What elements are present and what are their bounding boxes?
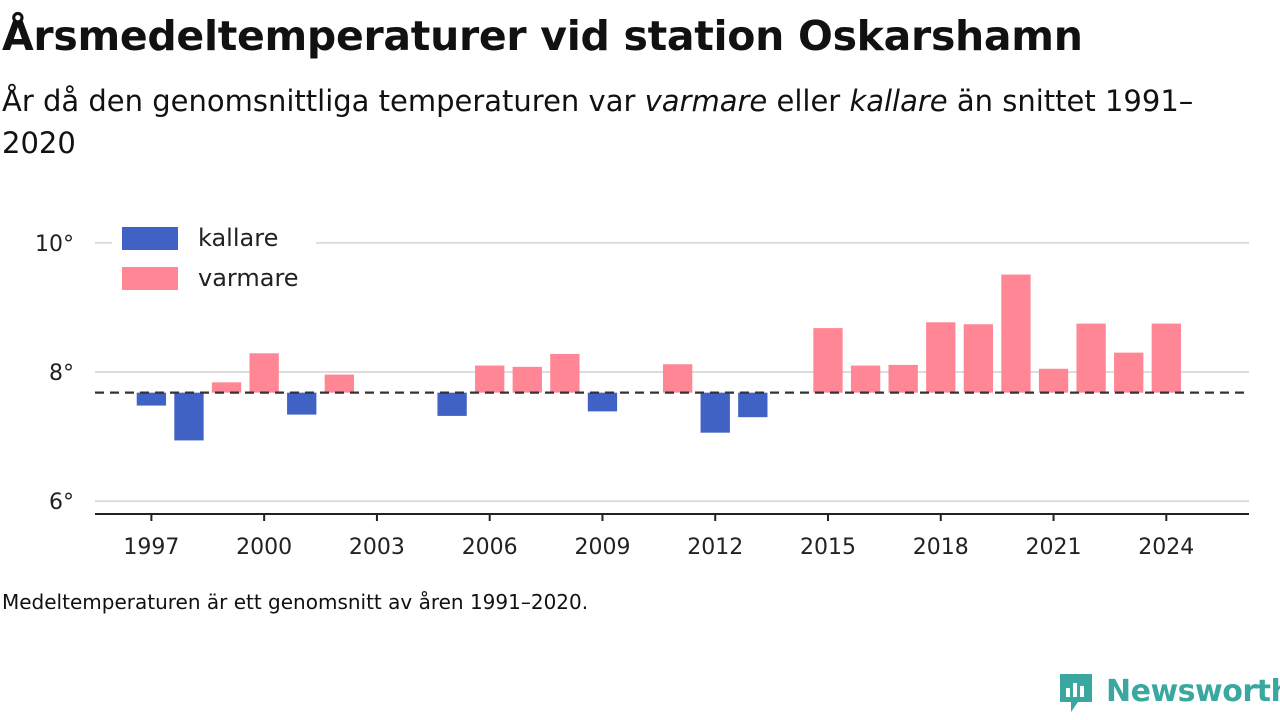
bar-colder	[174, 392, 204, 441]
bar-colder	[136, 392, 167, 406]
bar-warmer	[850, 365, 881, 393]
y-tick-label: 6°	[49, 490, 74, 515]
bar-warmer	[324, 374, 354, 393]
bar-warmer	[475, 365, 505, 393]
x-tick-label: 2021	[1026, 535, 1082, 560]
subtitle-colder-word: kallare	[849, 84, 948, 118]
bar-colder	[287, 392, 317, 415]
bar-warmer	[550, 353, 580, 393]
legend-label-colder: kallare	[198, 224, 278, 252]
y-tick-label: 8°	[49, 361, 74, 386]
newsworthy-brand: Newsworthy	[1058, 672, 1280, 716]
x-tick-label: 2015	[800, 535, 856, 560]
bar-colder	[587, 392, 618, 412]
bar-warmer	[249, 353, 279, 393]
bar-warmer	[1001, 274, 1031, 393]
subtitle-part-2: eller	[767, 84, 850, 118]
legend-label-warmer: varmare	[198, 264, 299, 292]
bar-warmer	[926, 322, 956, 393]
bar-colder	[437, 392, 467, 416]
bar-warmer	[211, 382, 242, 393]
temperature-bar-chart: 6° 8° 10° 1997 2000 2003 2006 2009 2012 2015 2018 2…	[35, 222, 1249, 560]
x-tick-label: 1997	[123, 535, 179, 560]
newsworthy-logo-icon	[1060, 674, 1092, 712]
x-tick-label: 2003	[349, 535, 405, 560]
legend: kallare varmare	[112, 222, 316, 300]
legend-swatch-colder	[122, 227, 178, 250]
bar-warmer	[888, 364, 918, 393]
subtitle-part-1: År då den genomsnittliga temperaturen va…	[2, 84, 645, 118]
y-tick-label: 10°	[35, 232, 74, 257]
x-tick-label: 2006	[462, 535, 518, 560]
chart-subtitle: År då den genomsnittliga temperaturen va…	[2, 80, 1202, 164]
footnote: Medeltemperaturen är ett genomsnitt av å…	[2, 590, 589, 614]
legend-swatch-warmer	[122, 267, 178, 290]
bar-warmer	[662, 364, 693, 393]
brand-name: Newsworthy	[1106, 674, 1280, 709]
subtitle-warmer-word: varmare	[644, 84, 768, 118]
x-tick-label: 2000	[236, 535, 292, 560]
bar-warmer	[1151, 323, 1181, 393]
bar-warmer	[1114, 352, 1144, 393]
x-tick-label: 2018	[913, 535, 969, 560]
bar-warmer	[813, 328, 843, 393]
bar-warmer	[512, 366, 542, 393]
bar-colder	[700, 392, 730, 433]
x-tick-label: 2012	[687, 535, 743, 560]
bar-colder	[738, 392, 768, 418]
bar-warmer	[1038, 368, 1069, 393]
x-tick-label: 2024	[1138, 535, 1194, 560]
bar-warmer	[1076, 323, 1106, 393]
chart-title: Årsmedeltemperaturer vid station Oskarsh…	[2, 12, 1083, 60]
x-tick-label: 2009	[574, 535, 630, 560]
bar-warmer	[963, 324, 994, 393]
subtitle-part-3: än snittet 1991–2020	[2, 84, 1194, 160]
